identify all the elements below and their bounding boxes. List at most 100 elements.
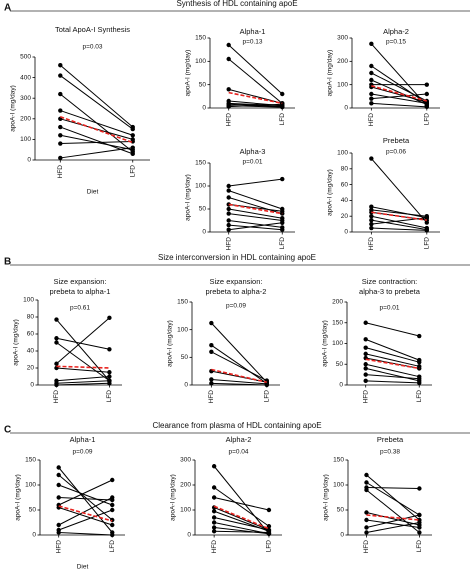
y-tick-label: 300 xyxy=(180,457,191,464)
x-axis-label: Diet xyxy=(77,564,89,571)
subject-line xyxy=(58,497,113,501)
point xyxy=(417,359,422,365)
point xyxy=(226,87,231,92)
subject-line xyxy=(56,317,110,365)
point xyxy=(58,155,63,161)
x-tick-label: LFD xyxy=(279,237,286,250)
p-value: p=0.06 xyxy=(386,149,406,156)
point xyxy=(226,188,231,193)
y-tick-label: 80 xyxy=(27,314,35,321)
panel-letter: B xyxy=(4,257,11,268)
point xyxy=(211,485,217,490)
y-tick-label: 80 xyxy=(341,166,349,173)
y-tick-label: 0 xyxy=(202,229,206,236)
y-tick-label: 100 xyxy=(333,482,344,489)
subject-line xyxy=(228,220,283,228)
subject-line xyxy=(365,322,420,337)
point xyxy=(264,382,269,388)
subject-line xyxy=(58,532,113,536)
panel-letter: C xyxy=(4,425,11,436)
point xyxy=(211,529,217,534)
x-axis-label: Diet xyxy=(87,189,99,196)
point xyxy=(424,215,429,220)
chart-title: Prebeta xyxy=(377,435,404,444)
point xyxy=(58,91,63,97)
y-tick-label: 100 xyxy=(337,81,348,88)
point xyxy=(363,345,368,350)
point xyxy=(58,124,63,130)
point xyxy=(417,380,422,386)
point xyxy=(280,91,285,97)
p-value: p=0.01 xyxy=(242,159,262,166)
point xyxy=(110,517,115,523)
chart-title: Total ApoA-I Synthesis xyxy=(55,25,130,34)
point xyxy=(211,515,217,520)
point xyxy=(211,495,217,500)
p-value: p=0.38 xyxy=(380,449,400,456)
y-axis-label: apoA-I (mg/day) xyxy=(167,320,174,367)
point xyxy=(54,336,59,341)
x-tick-label: HFD xyxy=(208,390,215,404)
subject-line xyxy=(56,337,110,350)
y-tick-label: 50 xyxy=(336,361,344,368)
subject-line xyxy=(210,322,268,383)
subject-line xyxy=(211,382,267,386)
subject-line xyxy=(365,380,420,384)
x-tick-label: HFD xyxy=(211,540,218,554)
point xyxy=(226,222,231,228)
point xyxy=(56,482,61,488)
subject-line xyxy=(214,497,270,511)
point xyxy=(364,472,369,478)
point xyxy=(130,145,135,150)
x-tick-label: HFD xyxy=(225,113,232,127)
subject-line xyxy=(228,178,283,187)
point xyxy=(226,56,231,62)
subject-line xyxy=(371,215,427,229)
subject-line xyxy=(371,102,427,108)
subject-line xyxy=(366,489,420,533)
y-tick-label: 20 xyxy=(27,365,35,372)
subject-line xyxy=(228,208,283,219)
mean-line xyxy=(211,368,267,384)
subject-line xyxy=(366,514,420,528)
y-tick-label: 100 xyxy=(332,340,343,347)
panel-heading: Synthesis of HDL containing apoE xyxy=(176,0,297,8)
subject-line xyxy=(365,374,420,380)
chart-title: prebeta to alpha-1 xyxy=(50,287,111,296)
subject-line xyxy=(59,64,134,128)
y-tick-label: 50 xyxy=(337,507,345,514)
y-tick-label: 300 xyxy=(20,95,31,102)
y-tick-label: 100 xyxy=(180,507,191,514)
subject-line xyxy=(228,102,283,107)
subject-line xyxy=(56,376,110,382)
chart-title: Alpha-3 xyxy=(240,147,266,156)
point xyxy=(363,372,368,377)
subject-line xyxy=(366,512,420,526)
point xyxy=(369,77,374,83)
mean-line xyxy=(213,505,270,530)
chart-title: Alpha-2 xyxy=(226,435,252,444)
point xyxy=(266,507,272,513)
chart-title: Prebeta xyxy=(383,136,410,145)
panel-heading: Clearance from plasma of HDL containing … xyxy=(152,421,321,430)
point xyxy=(209,320,214,326)
point xyxy=(110,507,115,513)
chart-title: Alpha-1 xyxy=(70,435,96,444)
y-tick-label: 60 xyxy=(27,331,35,338)
point xyxy=(226,104,231,109)
point xyxy=(226,183,231,189)
point xyxy=(107,347,112,352)
x-tick-label: HFD xyxy=(368,113,375,127)
point xyxy=(130,126,135,132)
point xyxy=(369,221,374,227)
point xyxy=(226,218,231,223)
point xyxy=(110,495,115,500)
subject-line xyxy=(365,363,420,378)
y-tick-label: 100 xyxy=(337,150,348,157)
y-tick-label: 200 xyxy=(337,58,348,65)
y-axis-label: apoA-I (mg/day) xyxy=(327,169,334,216)
y-tick-label: 100 xyxy=(23,297,34,304)
subject-line xyxy=(228,213,283,221)
subject-line xyxy=(370,43,428,107)
point xyxy=(58,108,63,113)
